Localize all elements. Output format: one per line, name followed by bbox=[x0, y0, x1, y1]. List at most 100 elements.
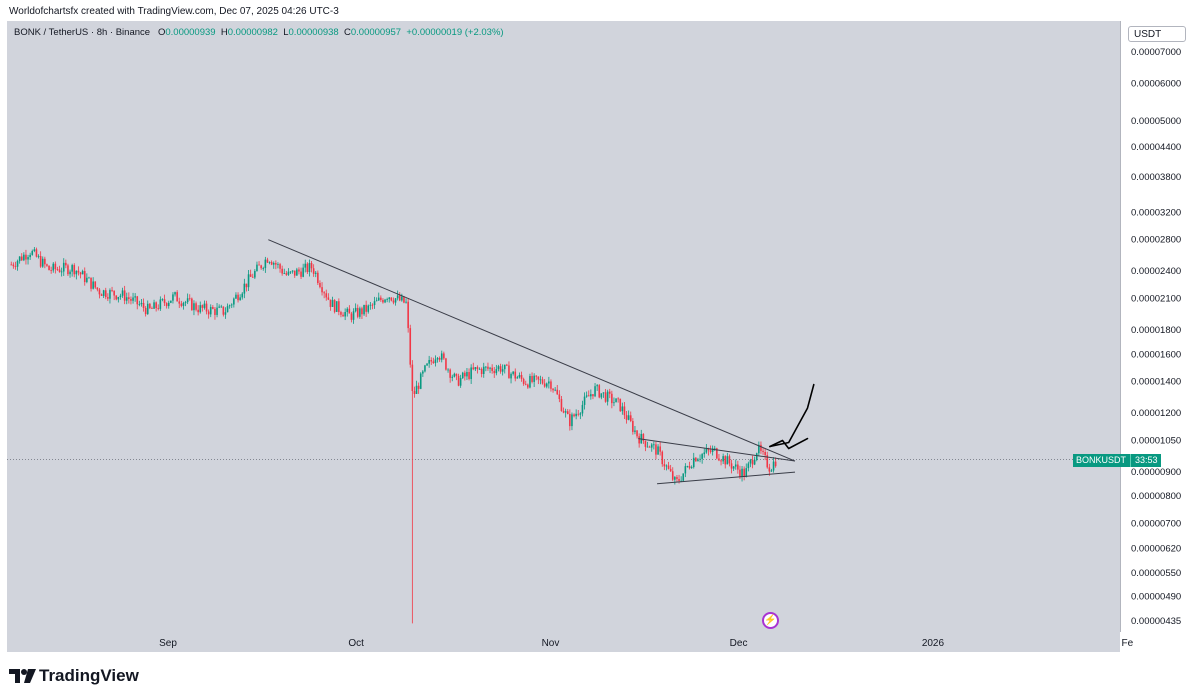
candle-body bbox=[739, 469, 741, 477]
chart-pane[interactable] bbox=[7, 21, 1120, 632]
candle-body bbox=[275, 263, 277, 265]
candle-body bbox=[279, 264, 281, 269]
candle-body bbox=[241, 293, 244, 298]
candle-body bbox=[350, 313, 353, 320]
price-axis[interactable] bbox=[1120, 21, 1195, 632]
candle-body bbox=[23, 254, 25, 261]
candle-body bbox=[724, 456, 727, 465]
candle-body bbox=[489, 367, 491, 369]
candle-body bbox=[266, 259, 269, 263]
candle-body bbox=[29, 254, 31, 258]
candle-body bbox=[695, 457, 697, 462]
candle-body bbox=[730, 463, 733, 469]
candle-body bbox=[62, 262, 65, 272]
price-tick-label: 0.00003800 bbox=[1131, 172, 1181, 183]
price-tick-label: 0.00004400 bbox=[1131, 142, 1181, 153]
candle-body bbox=[159, 299, 162, 309]
candle-body bbox=[396, 295, 399, 299]
candle-body bbox=[457, 375, 460, 386]
candle-body bbox=[760, 444, 762, 451]
candle-body bbox=[571, 414, 573, 427]
candle-body bbox=[184, 302, 187, 303]
price-tick-label: 0.00000700 bbox=[1131, 519, 1181, 530]
candle-body bbox=[369, 304, 372, 306]
candle-body bbox=[541, 379, 544, 384]
candle-body bbox=[415, 385, 418, 394]
candle-body bbox=[667, 465, 670, 469]
price-tick-label: 0.00002800 bbox=[1131, 235, 1181, 246]
candle-body bbox=[140, 302, 143, 305]
candle-body bbox=[90, 277, 92, 289]
candle-body bbox=[604, 392, 607, 402]
candle-body bbox=[380, 297, 382, 300]
bar-countdown: 33:53 bbox=[1130, 454, 1158, 467]
brand-name: TradingView bbox=[39, 666, 139, 685]
projection-drawing bbox=[769, 383, 815, 448]
candle-body bbox=[258, 264, 260, 266]
candle-body bbox=[201, 305, 204, 308]
candle-body bbox=[529, 376, 531, 388]
candle-body bbox=[674, 477, 676, 480]
lightning-icon[interactable]: ⚡ bbox=[762, 612, 779, 629]
candle-body bbox=[195, 303, 197, 310]
candle-body bbox=[617, 398, 619, 400]
candle-body bbox=[716, 448, 718, 459]
candle-body bbox=[344, 312, 346, 317]
candle-body bbox=[472, 367, 475, 370]
candle-body bbox=[665, 465, 668, 467]
price-tick-label: 0.00003200 bbox=[1131, 207, 1181, 218]
price-tick-label: 0.00007000 bbox=[1131, 47, 1181, 58]
candle-body bbox=[581, 404, 584, 414]
candle-body bbox=[335, 301, 338, 312]
candle-body bbox=[283, 273, 286, 274]
candle-body bbox=[327, 297, 330, 300]
candle-body bbox=[762, 450, 764, 452]
candle-body bbox=[608, 391, 611, 394]
candle-body bbox=[367, 305, 370, 312]
candle-body bbox=[619, 398, 622, 412]
candle-body bbox=[178, 301, 181, 304]
candle-body bbox=[346, 308, 349, 313]
candle-body bbox=[71, 265, 73, 272]
candle-body bbox=[753, 459, 756, 465]
candle-body bbox=[254, 271, 256, 278]
candle-body bbox=[296, 269, 298, 276]
candle-body bbox=[459, 378, 462, 386]
candle-body bbox=[75, 270, 78, 275]
candle-body bbox=[157, 308, 160, 309]
candle-body bbox=[518, 375, 521, 378]
candle-body bbox=[707, 448, 710, 451]
candle-body bbox=[577, 413, 580, 415]
currency-selector[interactable]: USDT bbox=[1128, 26, 1186, 42]
candle-body bbox=[554, 389, 556, 391]
candle-body bbox=[615, 398, 617, 403]
candle-body bbox=[16, 261, 19, 267]
time-tick-label: 2026 bbox=[922, 638, 945, 649]
candle-body bbox=[407, 301, 409, 329]
candle-body bbox=[340, 312, 342, 315]
candle-body bbox=[703, 452, 706, 455]
candle-body bbox=[461, 372, 464, 379]
candle-body bbox=[426, 363, 428, 366]
time-axis[interactable] bbox=[7, 632, 1120, 652]
candle-body bbox=[167, 302, 170, 307]
candle-body bbox=[737, 464, 739, 470]
price-tick-label: 0.00001400 bbox=[1131, 377, 1181, 388]
candle-body bbox=[338, 301, 340, 313]
candle-body bbox=[88, 277, 90, 279]
symbol-title: BONK / TetherUS · 8h · Binance bbox=[14, 27, 151, 38]
candle-body bbox=[758, 444, 760, 454]
candle-body bbox=[260, 265, 262, 269]
candle-body bbox=[764, 451, 766, 456]
candle-body bbox=[655, 444, 657, 455]
candle-body bbox=[403, 296, 405, 303]
candle-body bbox=[430, 360, 433, 362]
candle-body bbox=[41, 258, 44, 267]
candle-body bbox=[506, 364, 508, 366]
candle-body bbox=[688, 466, 691, 469]
candle-body bbox=[348, 308, 351, 314]
candle-body bbox=[701, 454, 703, 459]
top-bar: Worldofchartsfx created with TradingView… bbox=[0, 0, 1200, 20]
candle-body bbox=[682, 473, 685, 481]
